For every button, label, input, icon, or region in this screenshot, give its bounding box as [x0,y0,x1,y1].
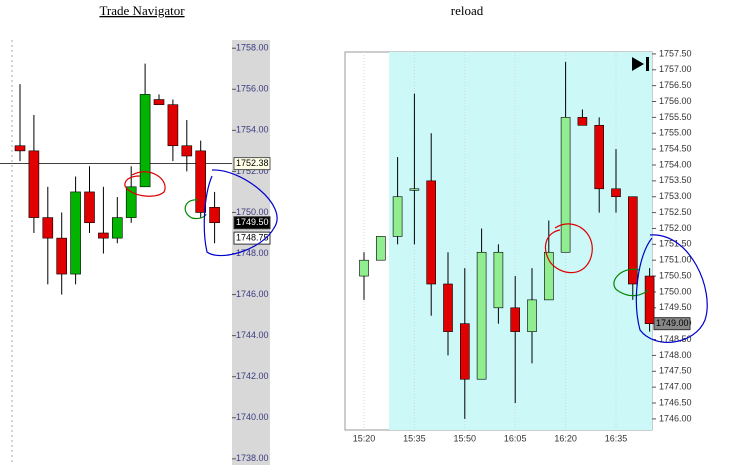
candle-body [493,251,504,309]
candle-body [392,196,403,237]
y-tick-label: 1746.00 [659,413,692,423]
candle-body [167,104,179,147]
candle-body [209,207,220,224]
candle-body [70,191,81,275]
y-tick-label: 1753.00 [659,191,692,201]
y-tick-label: 1754.50 [659,143,692,153]
candle-body [443,283,453,332]
y-tick-label: 1750.00 [236,207,269,217]
y-tick-label: 1744.00 [236,330,269,340]
y-tick-label: 1753.50 [659,175,692,185]
price-label: 1749.00 [656,318,689,328]
candle-body [594,125,605,190]
red-circle [545,223,593,274]
green-circle [613,268,649,297]
candle-body [42,217,54,239]
candle-body [560,117,571,253]
y-tick-label: 1754.00 [659,159,692,169]
y-tick-label: 1746.50 [659,397,692,407]
y-tick-label: 1751.00 [659,255,692,265]
y-tick-label: 1756.00 [659,96,692,106]
y-tick-label: 1757.00 [659,64,692,74]
candle-body [153,99,165,105]
candle-body [476,251,487,380]
price-label: 1749.50 [236,217,269,227]
y-tick-label: 1748.00 [659,350,692,360]
price-label: 1752.38 [236,158,269,168]
y-tick-label: 1752.50 [659,207,692,217]
go-to-end-icon[interactable] [632,57,649,71]
y-tick-label: 1747.00 [659,382,692,392]
candle-body [139,94,151,188]
candle-body [577,117,588,126]
y-tick-label: 1742.00 [236,371,269,381]
price-label-box [233,231,271,245]
y-tick-label: 1746.00 [236,289,269,299]
x-tick-label: 15:50 [454,433,477,443]
y-tick-label: 1756.00 [236,84,269,94]
x-tick-label: 15:20 [353,433,376,443]
annotations [124,169,708,343]
left-title: Trade Navigator [99,3,185,18]
x-tick-label: 16:20 [554,433,577,443]
y-tick-label: 1748.00 [236,248,269,258]
y-tick-label: 1752.00 [659,223,692,233]
candle-body [644,275,655,324]
candle-body [359,259,369,277]
blue-circle [203,169,278,257]
candle-body [181,145,193,157]
candle-body [98,232,109,239]
candle-body [375,236,386,261]
y-tick-label: 1748.50 [659,334,692,344]
candle-body [112,217,123,239]
red-circle [124,171,166,197]
y-tick-label: 1756.50 [659,80,692,90]
candle-body [14,145,26,152]
y-tick-label: 1758.00 [236,43,269,53]
candle-body [409,188,420,191]
candle-body [28,150,40,218]
candle-body [195,150,206,213]
blue-circle [635,234,708,343]
right-title: reload [451,3,484,18]
candle-body [56,237,68,275]
y-tick-label: 1754.00 [236,125,269,135]
price-label-box [233,216,271,230]
price-label-box [653,317,691,331]
y-tick-label: 1750.50 [659,270,692,280]
y-tick-label: 1752.00 [236,166,269,176]
y-tick-label: 1749.50 [659,302,692,312]
y-tick-label: 1747.50 [659,366,692,376]
x-tick-label: 16:05 [504,433,527,443]
y-tick-label: 1750.00 [659,286,692,296]
y-tick-label: 1755.50 [659,112,692,122]
x-tick-label: 16:35 [605,433,628,443]
candle-body [611,188,621,198]
y-tick-label: 1751.50 [659,239,692,249]
candle-body [543,251,554,301]
candle-body [426,180,437,285]
y-tick-label: 1755.00 [659,128,692,138]
price-label-box [233,157,271,171]
y-tick-label: 1757.50 [659,48,692,58]
marks: 1738.00 1740.00 1742.00 1744.00 1746.00 1748.… [0,43,692,463]
candle-body [84,191,95,224]
y-tick-label: 1738.00 [236,453,269,463]
candle-body [459,323,470,380]
price-label: 1748.75 [236,233,269,243]
candle-body [527,299,537,332]
y-tick-label: 1740.00 [236,412,269,422]
candle-body [125,186,137,218]
candle-body [510,307,521,332]
x-tick-label: 15:35 [403,433,426,443]
candle-body [627,196,638,285]
